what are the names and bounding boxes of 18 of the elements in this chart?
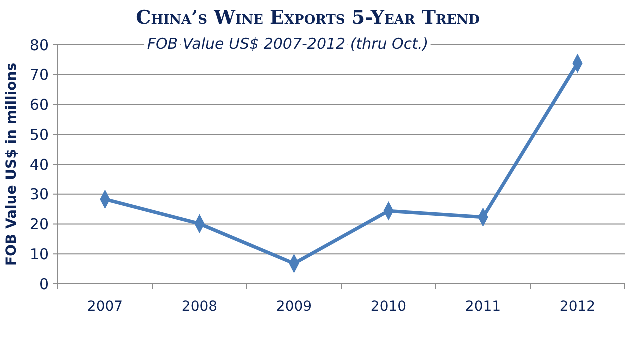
y-tick-label: 20: [30, 216, 49, 234]
y-axis-title: FOB Value US$ in millions: [4, 62, 20, 266]
y-tick-label: 0: [39, 275, 49, 294]
x-tick-label: 2012: [560, 299, 596, 315]
y-tick-label: 40: [30, 156, 49, 174]
chart-subtitle: FOB Value US$ 2007-2012 (thru Oct.): [147, 35, 429, 53]
y-tick-label: 50: [30, 126, 49, 144]
y-tick-label: 70: [30, 66, 49, 84]
x-tick-label: 2010: [370, 299, 407, 315]
y-tick-label: 30: [30, 186, 49, 204]
y-tick-label: 60: [30, 96, 49, 114]
x-tick-label: 2011: [465, 299, 502, 315]
x-tick-label: 2008: [182, 299, 218, 315]
x-tick-label: 2007: [87, 299, 124, 315]
y-tick-label: 10: [30, 245, 49, 264]
y-tick-label: 80: [30, 36, 49, 54]
chart-title: China’s Wine Exports 5-Year Trend: [136, 7, 480, 29]
x-tick-label: 2009: [276, 299, 312, 315]
